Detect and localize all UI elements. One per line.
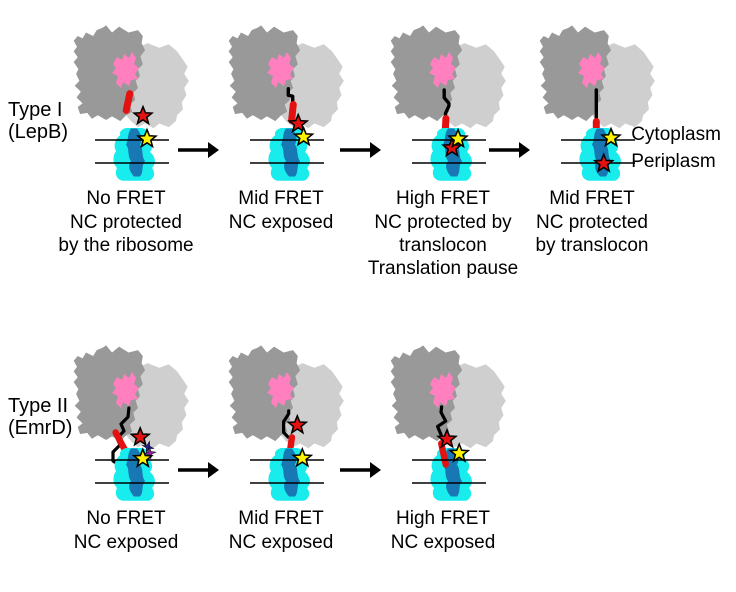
svg-text:Mid FRET: Mid FRET bbox=[238, 188, 324, 209]
svg-text:NC protected: NC protected bbox=[536, 212, 648, 233]
svg-text:by translocon: by translocon bbox=[535, 235, 648, 256]
svg-text:Type II: Type II bbox=[8, 395, 68, 417]
svg-text:NC exposed: NC exposed bbox=[229, 212, 334, 233]
svg-text:NC protected: NC protected bbox=[70, 212, 182, 233]
svg-text:translocon: translocon bbox=[399, 235, 487, 256]
svg-text:Cytoplasm: Cytoplasm bbox=[631, 124, 721, 145]
svg-text:Mid FRET: Mid FRET bbox=[549, 188, 635, 209]
svg-text:(EmrD): (EmrD) bbox=[8, 417, 72, 439]
svg-text:Translation pause: Translation pause bbox=[368, 258, 518, 279]
svg-text:NC exposed: NC exposed bbox=[229, 532, 334, 553]
svg-text:No FRET: No FRET bbox=[86, 508, 166, 529]
svg-text:by the ribosome: by the ribosome bbox=[58, 235, 193, 256]
svg-text:NC exposed: NC exposed bbox=[391, 532, 496, 553]
svg-text:Periplasm: Periplasm bbox=[631, 151, 715, 172]
svg-text:NC exposed: NC exposed bbox=[74, 532, 179, 553]
svg-text:High FRET: High FRET bbox=[396, 508, 490, 529]
svg-text:(LepB): (LepB) bbox=[8, 121, 68, 143]
svg-text:High FRET: High FRET bbox=[396, 188, 490, 209]
svg-text:No FRET: No FRET bbox=[86, 188, 166, 209]
svg-text:Type I: Type I bbox=[8, 99, 62, 121]
svg-text:Mid FRET: Mid FRET bbox=[238, 508, 324, 529]
svg-text:NC protected by: NC protected by bbox=[374, 212, 512, 233]
